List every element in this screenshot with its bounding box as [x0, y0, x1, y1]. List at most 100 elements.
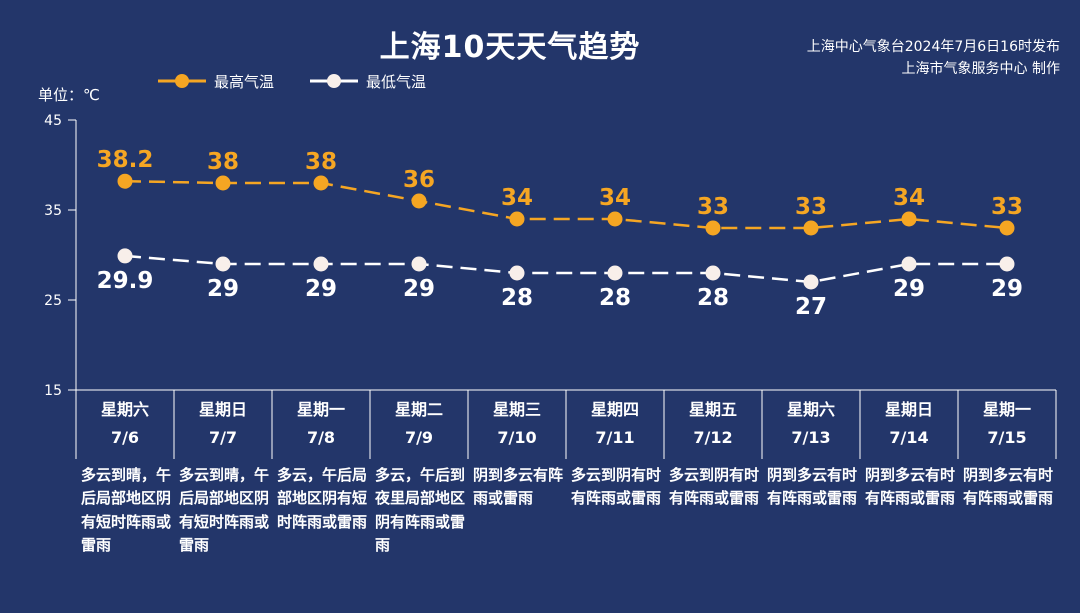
data-label-high: 34	[501, 185, 533, 211]
day-header: 星期五 7/12	[664, 392, 762, 458]
weekday-label: 星期日	[884, 400, 933, 419]
weather-description: 多云，午后到夜里局部地区阴有阵雨或雷雨	[375, 464, 465, 558]
data-point-high	[411, 193, 427, 209]
weather-description-text: 多云到晴，午后局部地区阴有短时阵雨或雷雨	[179, 466, 270, 555]
data-label-low: 27	[795, 294, 827, 320]
data-label-low: 29	[305, 276, 337, 302]
weather-description: 阴到多云有阵雨或雷雨	[473, 464, 563, 511]
weather-description-text: 阴到多云有时有阵雨或雷雨	[767, 466, 858, 508]
data-label-high: 34	[599, 185, 631, 211]
weather-description: 阴到多云有时有阵雨或雷雨	[865, 464, 955, 511]
weekday-label: 星期三	[492, 400, 541, 419]
date-label: 7/14	[889, 428, 929, 447]
data-label-high: 38	[207, 149, 239, 175]
day-header: 星期四 7/11	[566, 392, 664, 458]
weather-description-text: 阴到多云有时有阵雨或雷雨	[865, 466, 956, 508]
weekday-label: 星期一	[296, 400, 345, 419]
data-point-low	[901, 256, 917, 272]
legend-low-marker	[310, 74, 358, 88]
date-label: 7/15	[987, 428, 1027, 447]
data-point-high	[607, 211, 623, 227]
data-label-low: 29	[893, 276, 925, 302]
series-line-high	[124, 179, 1008, 230]
source-info: 上海中心气象台2024年7月6日16时发布 上海市气象服务中心 制作	[730, 36, 1060, 80]
date-label: 7/7	[208, 428, 238, 447]
data-point-high	[509, 211, 525, 227]
data-point-low	[117, 248, 133, 264]
weather-description: 多云到阴有时有阵雨或雷雨	[669, 464, 759, 511]
data-point-low	[215, 256, 231, 272]
data-point-low	[999, 256, 1015, 272]
weather-description: 阴到多云有时有阵雨或雷雨	[767, 464, 857, 511]
data-point-low	[509, 265, 525, 281]
day-header: 星期二 7/9	[370, 392, 468, 458]
weather-description: 阴到多云有时有阵雨或雷雨	[963, 464, 1053, 511]
weather-description-text: 多云到阴有时有阵雨或雷雨	[669, 466, 760, 508]
data-label-high: 38.2	[97, 147, 154, 173]
y-tick-label: 35	[44, 203, 62, 219]
data-label-high: 36	[403, 167, 435, 193]
data-point-high	[901, 211, 917, 227]
data-point-low	[313, 256, 329, 272]
data-label-low: 29	[991, 276, 1023, 302]
data-point-high	[117, 173, 133, 189]
weekday-label: 星期六	[100, 400, 149, 419]
day-header: 星期日 7/14	[860, 392, 958, 458]
y-tick-label: 15	[44, 383, 62, 399]
day-header: 星期六 7/6	[76, 392, 174, 458]
weather-description-text: 多云到晴，午后局部地区阴有短时阵雨或雷雨	[81, 466, 172, 555]
data-label-high: 33	[795, 194, 827, 220]
data-label-low: 28	[697, 285, 729, 311]
day-header: 星期六 7/13	[762, 392, 860, 458]
day-header: 星期一 7/15	[958, 392, 1056, 458]
unit-label: 单位：℃	[38, 86, 100, 104]
legend-high-marker	[158, 74, 206, 88]
weekday-label: 星期五	[688, 400, 737, 419]
date-label: 7/12	[693, 428, 733, 447]
legend-low-label: 最低气温	[366, 73, 427, 91]
date-label: 7/9	[404, 428, 434, 447]
weather-description: 多云到晴，午后局部地区阴有短时阵雨或雷雨	[81, 464, 171, 558]
data-point-low	[411, 256, 427, 272]
date-label: 7/11	[595, 428, 635, 447]
data-label-low: 29.9	[97, 268, 154, 294]
weekday-label: 星期一	[982, 400, 1031, 419]
legend-high-label: 最高气温	[214, 73, 275, 91]
weather-description: 多云到晴，午后局部地区阴有短时阵雨或雷雨	[179, 464, 269, 558]
data-point-high	[313, 175, 329, 191]
weekday-label: 星期二	[394, 400, 443, 419]
weather-description: 多云，午后局部地区阴有短时阵雨或雷雨	[277, 464, 367, 534]
data-label-high: 38	[305, 149, 337, 175]
data-point-low	[607, 265, 623, 281]
data-point-low	[803, 274, 819, 290]
weather-description-text: 多云到阴有时有阵雨或雷雨	[571, 466, 662, 508]
day-header: 星期三 7/10	[468, 392, 566, 458]
date-label: 7/10	[497, 428, 537, 447]
data-label-low: 28	[599, 285, 631, 311]
data-point-high	[803, 220, 819, 236]
data-label-high: 33	[991, 194, 1023, 220]
data-label-low: 29	[207, 276, 239, 302]
date-label: 7/8	[306, 428, 336, 447]
y-tick-label: 45	[44, 113, 62, 129]
data-point-low	[705, 265, 721, 281]
data-label-low: 29	[403, 276, 435, 302]
weekday-label: 星期四	[590, 400, 639, 419]
date-label: 7/13	[791, 428, 831, 447]
weekday-label: 星期日	[198, 400, 247, 419]
day-header: 星期一 7/8	[272, 392, 370, 458]
produced-text: 上海市气象服务中心 制作	[901, 61, 1060, 77]
issued-text: 上海中心气象台2024年7月6日16时发布	[806, 39, 1060, 55]
date-label: 7/6	[110, 428, 140, 447]
weather-description-text: 阴到多云有时有阵雨或雷雨	[963, 466, 1054, 508]
data-label-low: 28	[501, 285, 533, 311]
weekday-label: 星期六	[786, 400, 835, 419]
chart-title: 上海10天天气趋势	[379, 30, 641, 65]
data-label-high: 33	[697, 194, 729, 220]
data-point-high	[999, 220, 1015, 236]
series-line-low	[124, 254, 1007, 284]
weather-description-text: 多云，午后局部地区阴有短时阵雨或雷雨	[277, 466, 368, 531]
data-point-high	[215, 175, 231, 191]
weather-description-text: 多云，午后到夜里局部地区阴有阵雨或雷雨	[375, 466, 466, 555]
